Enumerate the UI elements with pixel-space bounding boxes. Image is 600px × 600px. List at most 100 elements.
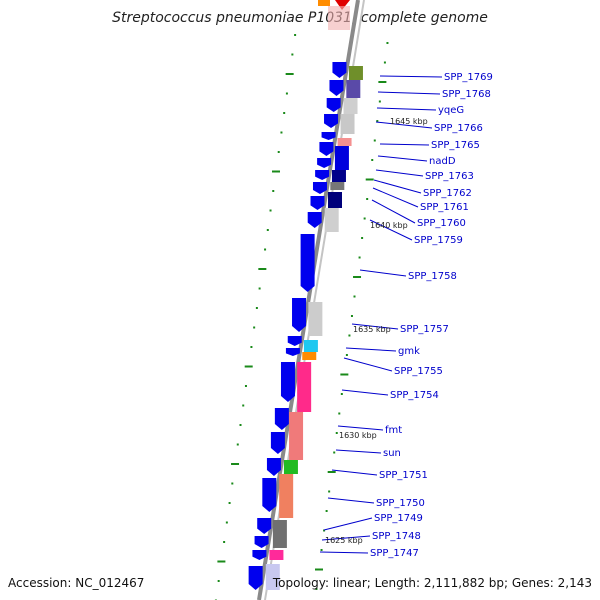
gene-arrow [254, 536, 269, 548]
map-title: Streptococcus pneumoniae P1031, complete… [112, 10, 488, 26]
gene-label-spp-1763[interactable]: SPP_1763 [425, 171, 474, 182]
gene-arrow [307, 212, 322, 228]
gene-label-yqeg[interactable]: yqeG [438, 105, 464, 116]
function-bar-segment [348, 66, 363, 80]
gene-arrow [285, 348, 300, 356]
label-leader-line [373, 179, 422, 194]
label-leader-line [379, 143, 430, 146]
gene-arrow [266, 458, 281, 476]
gene-arrow [248, 566, 263, 590]
label-leader-line [377, 155, 428, 162]
function-bar-segment [269, 550, 284, 560]
gene-arrow [332, 62, 347, 78]
label-leader-line [351, 323, 399, 330]
function-bar-segment [289, 412, 304, 460]
gene-arrow [252, 550, 267, 560]
label-leader-line [343, 357, 393, 372]
function-bar-segment [308, 302, 323, 336]
scale-label-1630: 1630 kbp [339, 431, 377, 440]
scale-label-1625: 1625 kbp [325, 536, 363, 545]
label-leader-line [359, 269, 407, 277]
gene-arrow [280, 362, 295, 402]
gene-arrow [321, 132, 336, 140]
label-leader-line [371, 199, 416, 224]
label-leader-line [319, 551, 369, 554]
gene-label-spp-1755[interactable]: SPP_1755 [394, 366, 443, 377]
accession-text: Accession: NC_012467 [8, 576, 145, 590]
gene-arrow [315, 170, 330, 180]
gene-label-spp-1750[interactable]: SPP_1750 [376, 498, 425, 509]
gene-label-spp-1761[interactable]: SPP_1761 [420, 202, 469, 213]
gene-label-spp-1766[interactable]: SPP_1766 [434, 123, 483, 134]
gene-label-spp-1749[interactable]: SPP_1749 [374, 513, 423, 524]
function-bar-segment [337, 138, 352, 146]
gene-arrow [270, 432, 285, 454]
gene-label-spp-1757[interactable]: SPP_1757 [400, 324, 449, 335]
gene-label-spp-1754[interactable]: SPP_1754 [390, 390, 439, 401]
gene-label-nadd[interactable]: nadD [429, 156, 456, 167]
label-leader-line [377, 91, 441, 95]
gene-label-spp-1762[interactable]: SPP_1762 [423, 188, 472, 199]
gene-label-spp-1760[interactable]: SPP_1760 [417, 218, 466, 229]
function-bar-segment [297, 362, 312, 412]
label-leaders [319, 75, 443, 554]
function-bar-segment [279, 474, 294, 518]
gene-arrow [329, 80, 344, 96]
gene-label-fmt[interactable]: fmt [385, 425, 402, 436]
function-bars [265, 66, 363, 590]
label-leader-line [376, 107, 437, 111]
gene-label-spp-1769[interactable]: SPP_1769 [444, 72, 493, 83]
gene-arrow [262, 478, 277, 512]
function-bar-segment [334, 146, 349, 170]
position-ticks [214, 34, 389, 600]
gene-arrow [310, 196, 325, 210]
gene-label-gmk[interactable]: gmk [398, 346, 420, 357]
scale-label-1645: 1645 kbp [390, 117, 428, 126]
gene-arrow [257, 518, 272, 534]
gene-label-spp-1758[interactable]: SPP_1758 [408, 271, 457, 282]
function-bar-segment [330, 182, 345, 190]
gene-label-spp-1765[interactable]: SPP_1765 [431, 140, 480, 151]
label-leader-line [337, 425, 384, 431]
gene-arrow [274, 408, 289, 430]
function-bar-segment [346, 80, 361, 98]
gene-arrows [248, 62, 347, 590]
function-bar-segment [324, 208, 339, 232]
function-bar-segment [302, 352, 317, 360]
scale-label-1640: 1640 kbp [370, 221, 408, 230]
function-bar-segment [340, 114, 355, 134]
gene-label-spp-1748[interactable]: SPP_1748 [372, 531, 421, 542]
top-feature-pink [328, 6, 350, 30]
top-feature-orange [318, 0, 330, 6]
scale-label-1635: 1635 kbp [353, 325, 391, 334]
function-bar-segment [303, 340, 318, 352]
label-leader-line [375, 121, 433, 129]
label-leader-line [369, 219, 413, 241]
gene-arrow [287, 336, 302, 346]
function-bar-segment [272, 520, 287, 548]
label-leader-line [335, 449, 382, 454]
function-bar-segment [331, 170, 346, 182]
summary-text: Topology: linear; Length: 2,111,882 bp; … [272, 576, 592, 590]
gene-label-spp-1768[interactable]: SPP_1768 [442, 89, 491, 100]
gene-label-spp-1747[interactable]: SPP_1747 [370, 548, 419, 559]
function-bar-segment [328, 192, 342, 208]
gene-label-sun[interactable]: sun [383, 448, 401, 459]
label-leader-line [321, 535, 371, 541]
label-leader-line [375, 169, 424, 177]
function-bar-segment [283, 460, 298, 474]
gene-arrow [292, 298, 307, 332]
label-leader-line [341, 389, 389, 396]
label-leader-line [327, 497, 375, 504]
gene-label-spp-1751[interactable]: SPP_1751 [379, 470, 428, 481]
gene-label-spp-1759[interactable]: SPP_1759 [414, 235, 463, 246]
gene-arrow [324, 114, 339, 128]
gene-arrow [319, 142, 334, 156]
gene-arrow [317, 158, 332, 168]
gene-arrow [312, 182, 327, 194]
function-bar-segment [343, 98, 358, 114]
label-leader-line [345, 347, 397, 352]
function-bar-segment [265, 564, 280, 590]
top-feature-red [335, 0, 350, 10]
